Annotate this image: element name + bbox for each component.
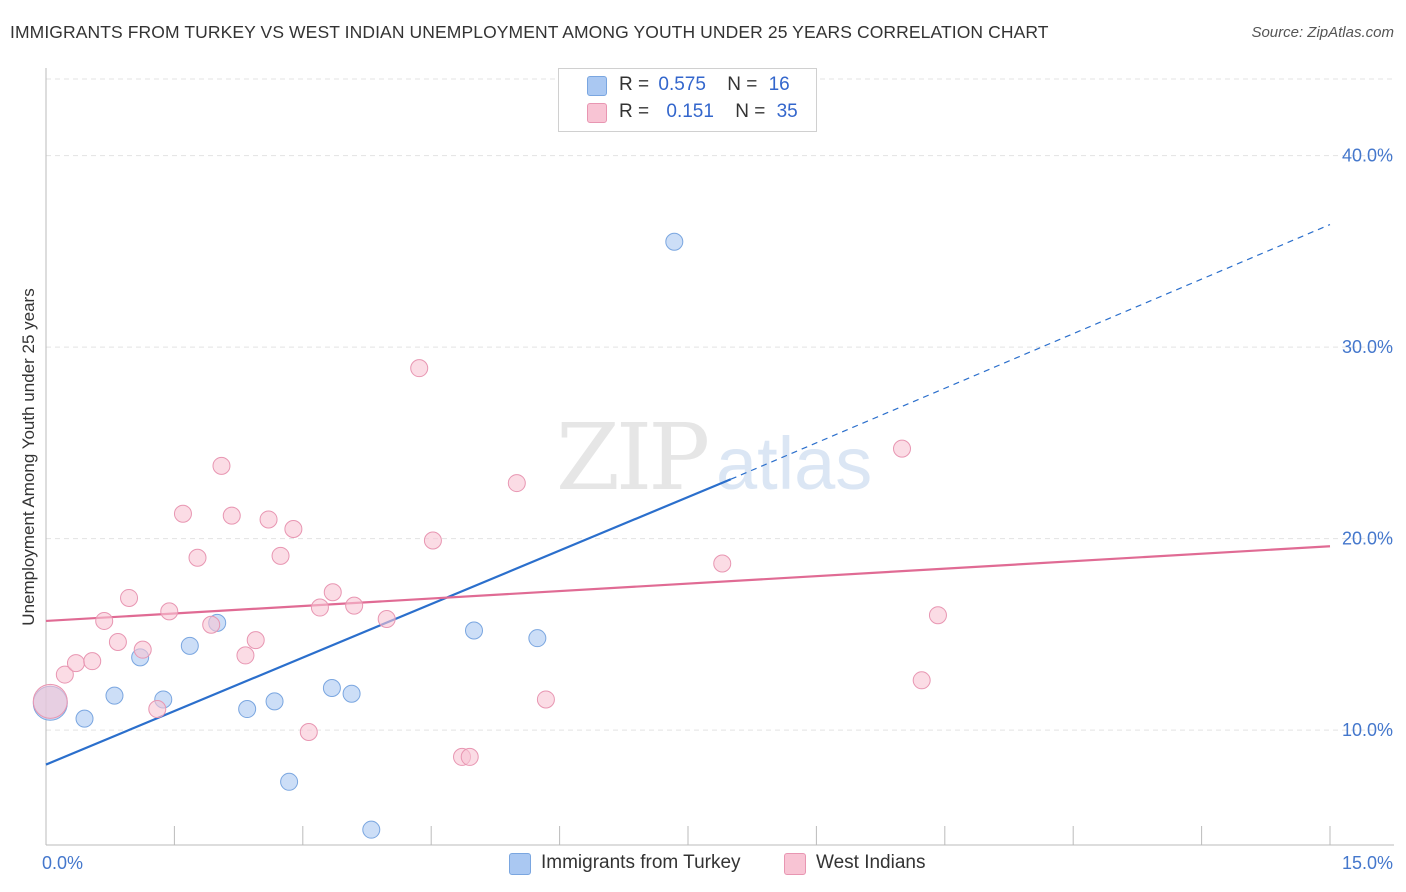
point-turkey-14: [528, 629, 547, 648]
point-west-indians-4: [95, 611, 114, 630]
point-turkey-12: [362, 820, 381, 839]
series-legend: Immigrants from Turkey West Indians: [0, 850, 1406, 880]
legend-r-value: 0.151: [666, 101, 714, 122]
point-west-indians-12: [202, 615, 221, 634]
point-west-indians-30: [536, 690, 555, 709]
point-turkey-9: [280, 772, 299, 791]
point-west-indians-20: [299, 723, 318, 742]
point-west-indians-13: [212, 456, 231, 475]
watermark: ZIP atlas: [556, 404, 872, 511]
correlation-legend: R = 0.575 N = 16 R = 0.151 N = 35: [558, 68, 817, 132]
series-label-west-indians: West Indians: [816, 852, 926, 873]
legend-n-label: N =: [735, 101, 766, 122]
point-west-indians-6: [120, 588, 139, 607]
tick-labels: 10.0% 20.0% 30.0% 40.0% 0.0% 15.0%: [42, 146, 1393, 873]
point-west-indians-7: [133, 640, 152, 659]
point-turkey-5: [180, 636, 199, 655]
point-turkey-10: [322, 678, 341, 697]
point-west-indians-9: [160, 602, 179, 621]
legend-n-value: 35: [776, 101, 798, 122]
y-axis-label: Unemployment Among Youth under 25 years: [19, 288, 38, 625]
point-turkey-8: [265, 692, 284, 711]
point-turkey-2: [105, 686, 124, 705]
point-west-indians-16: [246, 631, 265, 650]
series-swatch-turkey: [509, 853, 531, 875]
point-west-indians-34: [928, 606, 947, 625]
grid-lines: [46, 78, 1394, 731]
point-west-indians-11: [188, 548, 207, 567]
point-west-indians-15: [236, 646, 255, 665]
point-west-indians-19: [284, 520, 303, 539]
x-tick-label-0: 0.0%: [42, 853, 83, 873]
point-west-indians-1: [55, 665, 74, 684]
point-west-indians-3: [83, 652, 102, 671]
legend-r-label: R =: [619, 74, 650, 95]
point-turkey-1: [75, 709, 94, 728]
trendline-west-indians: [45, 545, 1331, 623]
trendline-turkey-extension: [730, 223, 1331, 480]
legend-swatch-west-indians: [587, 103, 607, 123]
point-west-indians-14: [222, 506, 241, 525]
point-west-indians-8: [148, 700, 167, 719]
point-west-indians-17: [259, 510, 278, 529]
point-west-indians-21: [310, 598, 329, 617]
legend-n-value: 16: [768, 74, 790, 95]
data-points: [32, 232, 947, 839]
legend-r-label: R =: [619, 101, 650, 122]
point-turkey-7: [238, 700, 257, 719]
point-west-indians-18: [271, 546, 290, 565]
point-turkey-13: [465, 621, 483, 640]
point-west-indians-32: [893, 439, 911, 458]
legend-n-label: N =: [727, 74, 758, 95]
legend-swatch-turkey: [587, 76, 607, 96]
point-turkey-11: [342, 684, 361, 703]
point-west-indians-23: [345, 596, 364, 615]
legend-r-value: 0.575: [658, 74, 706, 95]
y-tick-label-0: 10.0%: [1342, 720, 1393, 740]
x-tick-label-1: 15.0%: [1342, 853, 1393, 873]
y-tick-label-2: 30.0%: [1342, 337, 1393, 357]
point-west-indians-5: [108, 633, 127, 652]
point-west-indians-0: [32, 683, 68, 719]
point-west-indians-31: [713, 554, 732, 573]
source-label: Source: ZipAtlas.com: [1251, 24, 1394, 41]
point-west-indians-26: [423, 531, 442, 550]
y-tick-label-1: 20.0%: [1342, 529, 1393, 549]
watermark-zip: ZIP: [556, 404, 707, 511]
point-west-indians-2: [66, 654, 85, 673]
series-label-turkey: Immigrants from Turkey: [541, 852, 741, 873]
point-west-indians-22: [323, 583, 342, 602]
point-turkey-15: [665, 232, 684, 251]
point-west-indians-25: [410, 359, 429, 378]
point-west-indians-24: [377, 610, 396, 629]
chart-title: IMMIGRANTS FROM TURKEY VS WEST INDIAN UN…: [10, 22, 1049, 42]
point-west-indians-29: [507, 474, 526, 493]
point-west-indians-28: [460, 747, 479, 766]
point-west-indians-10: [173, 504, 192, 523]
series-swatch-west-indians: [784, 853, 806, 875]
y-tick-label-3: 40.0%: [1342, 146, 1393, 166]
watermark-atlas: atlas: [716, 422, 872, 505]
point-west-indians-33: [912, 671, 931, 690]
